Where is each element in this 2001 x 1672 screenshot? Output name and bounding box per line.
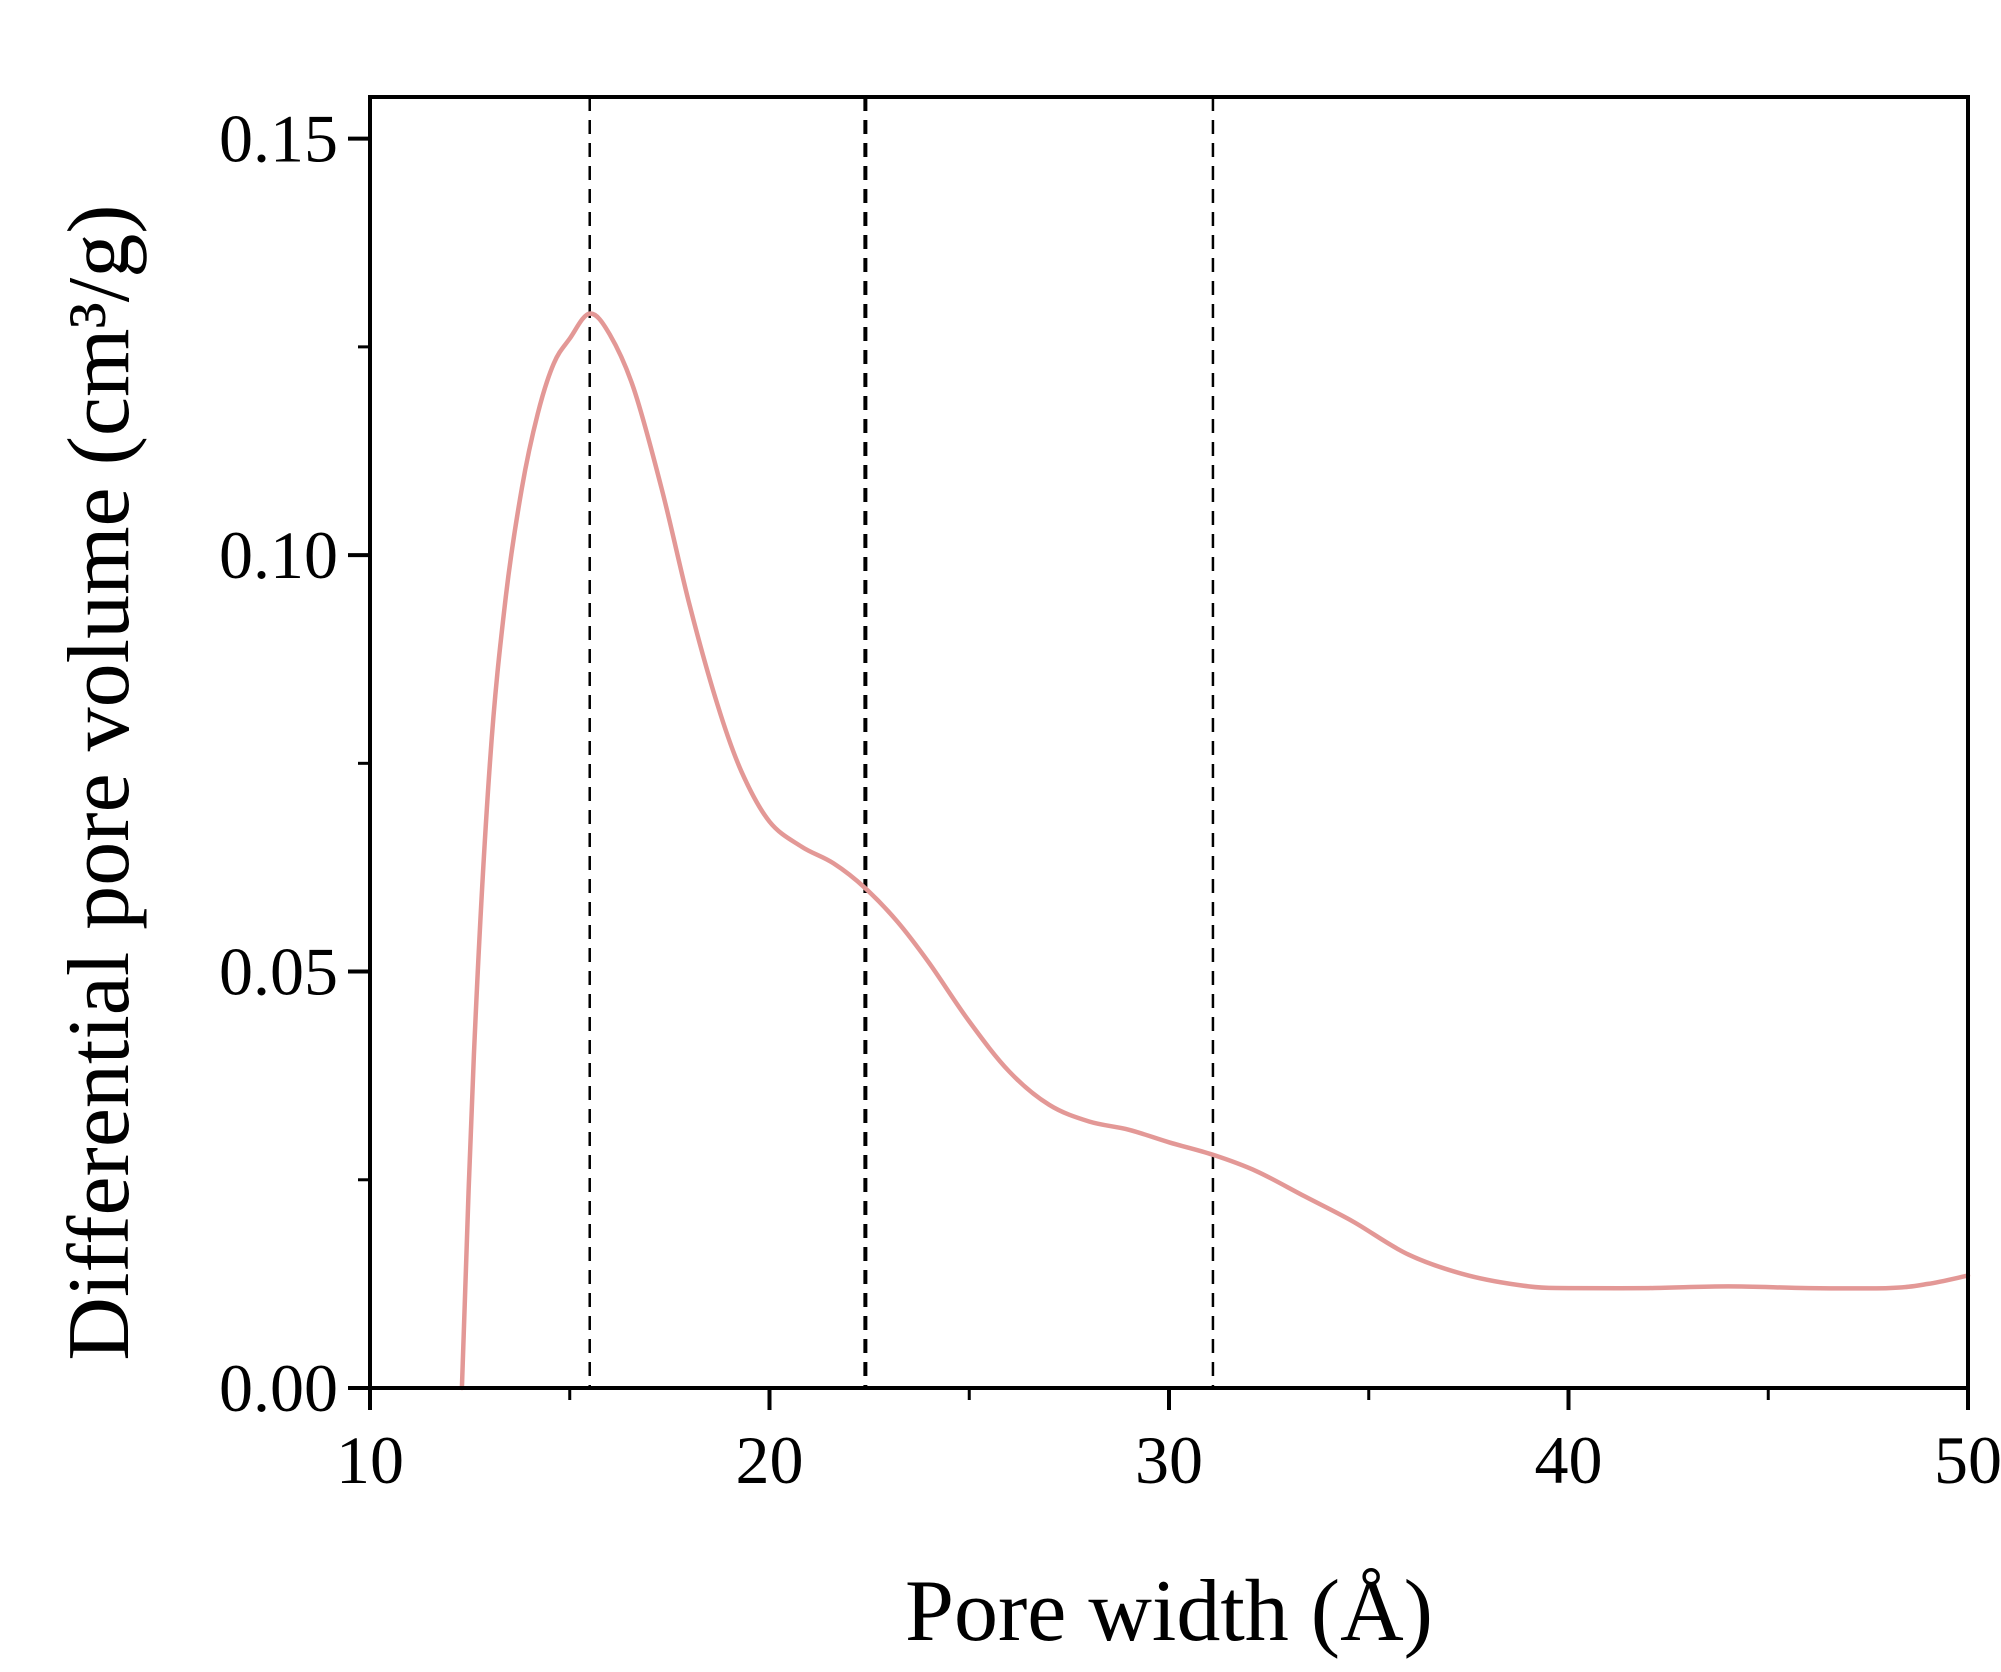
y-axis: 0.00 0.05 0.10 0.15 [219,101,370,1426]
y-tick-label: 0.05 [219,934,338,1010]
x-tick-label: 10 [336,1422,404,1498]
y-tick-label: 0.15 [219,101,338,177]
x-axis: 10 20 30 40 50 [336,1388,2001,1498]
plot-frame [368,95,1970,1390]
x-tick-label: 50 [1934,1422,2001,1498]
x-axis-label: Pore width (Å) [905,1563,1433,1660]
x-tick-label: 20 [736,1422,804,1498]
y-axis-label: Differential pore volume (cm³/g) [51,204,148,1360]
reference-lines [588,97,1215,1388]
series-line [459,311,1971,1391]
y-tick-label: 0.00 [219,1350,338,1426]
y-tick-label: 0.10 [219,517,338,593]
x-tick-label: 30 [1135,1422,1203,1498]
x-tick-label: 40 [1535,1422,1603,1498]
